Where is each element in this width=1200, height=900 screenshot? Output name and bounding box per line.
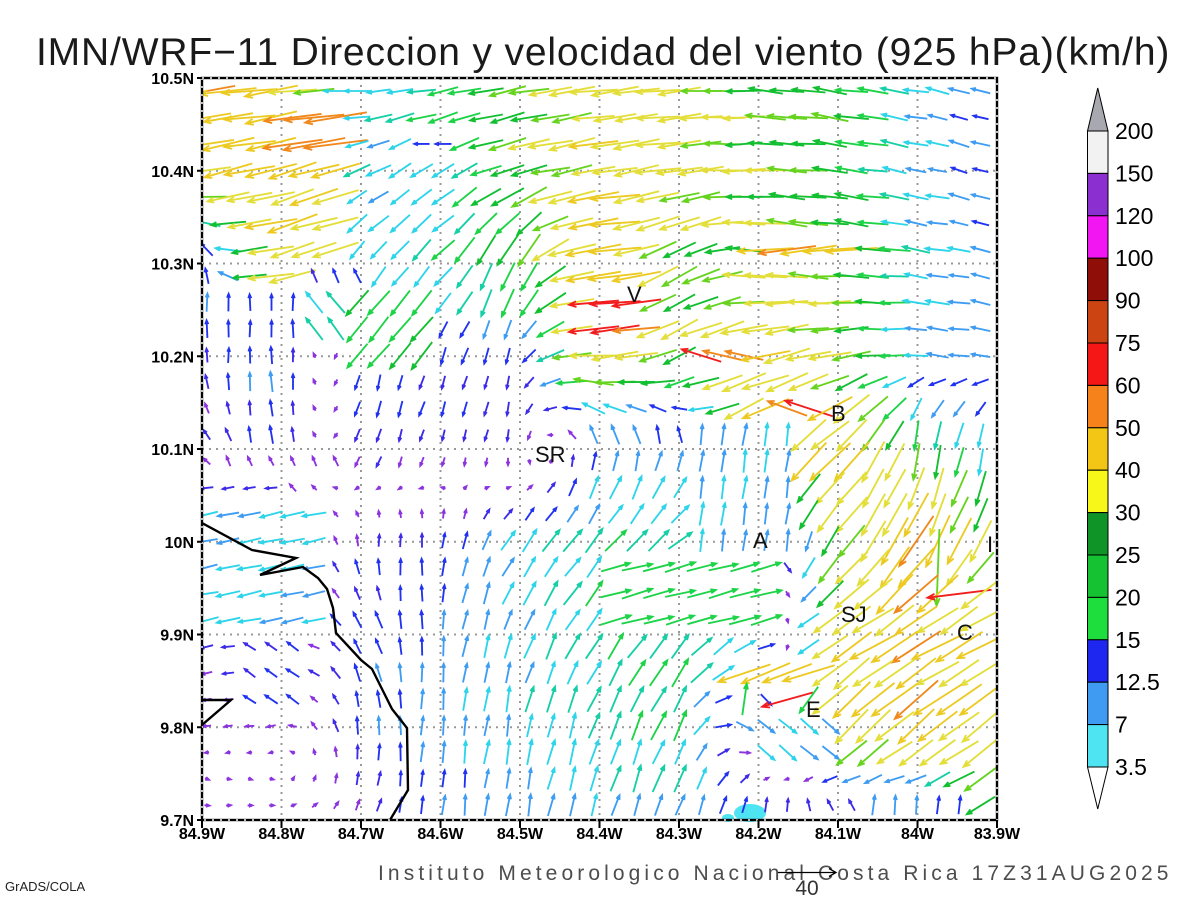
svg-text:40: 40 bbox=[795, 877, 818, 900]
svg-text:150: 150 bbox=[1115, 160, 1153, 186]
svg-text:Instituto Meteorologico Nacion: Instituto Meteorologico Nacional Costa R… bbox=[378, 862, 1173, 885]
svg-text:15: 15 bbox=[1115, 627, 1141, 653]
svg-text:B: B bbox=[831, 401, 846, 426]
svg-text:V: V bbox=[627, 282, 642, 307]
svg-text:10.1N: 10.1N bbox=[151, 442, 194, 459]
svg-text:SR: SR bbox=[535, 442, 566, 467]
svg-text:9.7N: 9.7N bbox=[160, 813, 194, 830]
svg-text:A: A bbox=[753, 528, 768, 553]
svg-text:84.3W: 84.3W bbox=[656, 826, 703, 843]
svg-text:84.2W: 84.2W bbox=[735, 826, 782, 843]
svg-text:84.5W: 84.5W bbox=[497, 826, 544, 843]
svg-text:60: 60 bbox=[1115, 372, 1141, 398]
svg-text:IMN/WRF−11 Direccion y velocid: IMN/WRF−11 Direccion y velocidad del vie… bbox=[36, 31, 1170, 74]
svg-text:84.4W: 84.4W bbox=[576, 826, 623, 843]
svg-text:40: 40 bbox=[1115, 457, 1141, 483]
svg-text:10.4N: 10.4N bbox=[151, 164, 194, 181]
svg-text:50: 50 bbox=[1115, 415, 1141, 441]
svg-text:84.8W: 84.8W bbox=[258, 826, 305, 843]
svg-text:90: 90 bbox=[1115, 288, 1141, 314]
svg-text:C: C bbox=[957, 620, 973, 645]
svg-text:GrADS/COLA: GrADS/COLA bbox=[5, 879, 86, 894]
svg-text:84.1W: 84.1W bbox=[815, 826, 862, 843]
svg-text:84.9W: 84.9W bbox=[179, 826, 226, 843]
svg-text:12.5: 12.5 bbox=[1115, 669, 1160, 695]
svg-text:83.9W: 83.9W bbox=[974, 826, 1021, 843]
svg-text:84.6W: 84.6W bbox=[417, 826, 464, 843]
svg-text:30: 30 bbox=[1115, 500, 1141, 526]
svg-text:200: 200 bbox=[1115, 118, 1153, 144]
svg-text:9.8N: 9.8N bbox=[160, 720, 194, 737]
svg-text:100: 100 bbox=[1115, 245, 1153, 271]
svg-text:10.2N: 10.2N bbox=[151, 349, 194, 366]
svg-text:SJ: SJ bbox=[841, 602, 867, 627]
svg-text:20: 20 bbox=[1115, 584, 1141, 610]
svg-text:84.7W: 84.7W bbox=[338, 826, 385, 843]
svg-text:3.5: 3.5 bbox=[1115, 754, 1147, 780]
svg-text:10.5N: 10.5N bbox=[151, 71, 194, 88]
svg-text:120: 120 bbox=[1115, 203, 1153, 229]
svg-text:E: E bbox=[806, 697, 821, 722]
svg-text:25: 25 bbox=[1115, 542, 1141, 568]
svg-text:75: 75 bbox=[1115, 330, 1141, 356]
svg-text:10N: 10N bbox=[165, 535, 194, 552]
svg-text:7: 7 bbox=[1115, 712, 1128, 738]
svg-text:10.3N: 10.3N bbox=[151, 257, 194, 274]
svg-text:9.9N: 9.9N bbox=[160, 628, 194, 645]
svg-text:I: I bbox=[987, 532, 993, 557]
svg-text:84W: 84W bbox=[901, 826, 935, 843]
